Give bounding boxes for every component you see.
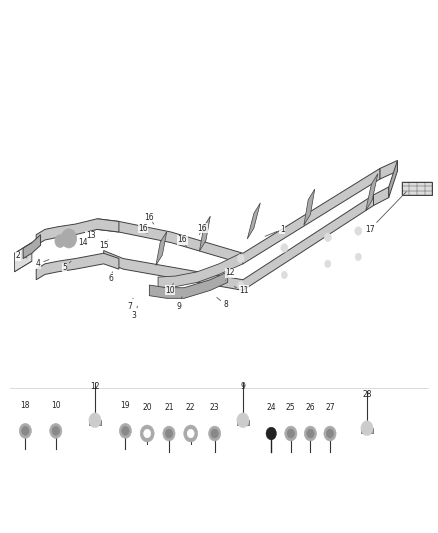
Text: 2: 2 — [16, 252, 27, 261]
Polygon shape — [156, 231, 167, 265]
Circle shape — [21, 426, 29, 435]
Circle shape — [324, 426, 336, 441]
Text: 23: 23 — [210, 403, 219, 413]
Polygon shape — [149, 272, 228, 298]
Circle shape — [140, 425, 154, 442]
Text: 20: 20 — [142, 403, 152, 413]
Polygon shape — [14, 243, 32, 272]
Polygon shape — [389, 160, 397, 198]
Circle shape — [122, 426, 129, 435]
Text: 28: 28 — [362, 390, 372, 399]
Polygon shape — [247, 203, 260, 239]
Polygon shape — [402, 182, 432, 195]
Text: 12: 12 — [225, 268, 235, 280]
Text: 14: 14 — [78, 237, 88, 247]
Text: 9: 9 — [176, 297, 182, 311]
Text: 11: 11 — [234, 286, 249, 295]
Text: 13: 13 — [86, 230, 95, 240]
Circle shape — [237, 254, 244, 263]
Circle shape — [287, 429, 294, 438]
Polygon shape — [304, 189, 315, 225]
Text: 3: 3 — [132, 306, 138, 320]
Circle shape — [165, 429, 173, 438]
Circle shape — [281, 244, 288, 252]
Polygon shape — [366, 174, 378, 211]
Text: 21: 21 — [164, 403, 174, 413]
Circle shape — [184, 425, 198, 442]
Text: 19: 19 — [120, 401, 130, 410]
Polygon shape — [97, 168, 380, 264]
Polygon shape — [380, 160, 397, 179]
Text: 6: 6 — [109, 272, 113, 282]
Circle shape — [266, 427, 276, 440]
Circle shape — [326, 429, 334, 438]
Polygon shape — [158, 253, 243, 288]
Circle shape — [281, 271, 287, 279]
Circle shape — [89, 413, 101, 427]
Circle shape — [187, 429, 194, 438]
Text: 7: 7 — [127, 298, 133, 311]
Circle shape — [49, 423, 62, 438]
Circle shape — [61, 229, 77, 248]
Circle shape — [361, 421, 373, 435]
Circle shape — [55, 235, 65, 247]
Polygon shape — [374, 187, 389, 206]
Circle shape — [52, 426, 60, 435]
Circle shape — [325, 260, 331, 268]
FancyBboxPatch shape — [89, 420, 101, 425]
Text: 16: 16 — [198, 224, 207, 235]
Text: 18: 18 — [21, 401, 30, 410]
Polygon shape — [23, 235, 41, 259]
Circle shape — [324, 233, 331, 241]
Text: 15: 15 — [99, 240, 109, 250]
Text: 10: 10 — [51, 401, 60, 410]
Circle shape — [19, 423, 32, 438]
Text: 10: 10 — [166, 284, 175, 295]
Text: 22: 22 — [186, 403, 195, 413]
Circle shape — [304, 426, 317, 441]
Circle shape — [285, 426, 297, 441]
Text: 16: 16 — [178, 236, 187, 246]
Circle shape — [307, 429, 314, 438]
Circle shape — [237, 413, 249, 427]
Text: 24: 24 — [266, 403, 276, 413]
Text: 8: 8 — [217, 297, 228, 309]
FancyBboxPatch shape — [237, 420, 249, 425]
Circle shape — [355, 227, 362, 235]
Text: 5: 5 — [62, 261, 71, 272]
Circle shape — [238, 281, 244, 289]
Circle shape — [163, 426, 175, 441]
Circle shape — [208, 426, 221, 441]
Circle shape — [144, 429, 151, 438]
Text: 9: 9 — [240, 382, 245, 391]
Text: 16: 16 — [138, 224, 148, 233]
Text: 12: 12 — [90, 382, 100, 391]
Text: 25: 25 — [286, 403, 296, 413]
Text: 1: 1 — [265, 225, 285, 236]
Text: 26: 26 — [306, 403, 315, 413]
Text: 16: 16 — [145, 213, 154, 224]
Polygon shape — [36, 253, 119, 280]
Circle shape — [211, 429, 218, 438]
Text: 17: 17 — [365, 192, 406, 234]
Polygon shape — [36, 219, 119, 245]
Text: 4: 4 — [36, 260, 49, 268]
FancyBboxPatch shape — [361, 428, 373, 433]
Text: 27: 27 — [325, 403, 335, 413]
Polygon shape — [199, 216, 210, 251]
Circle shape — [355, 253, 361, 261]
Polygon shape — [104, 195, 374, 290]
Circle shape — [119, 423, 131, 438]
